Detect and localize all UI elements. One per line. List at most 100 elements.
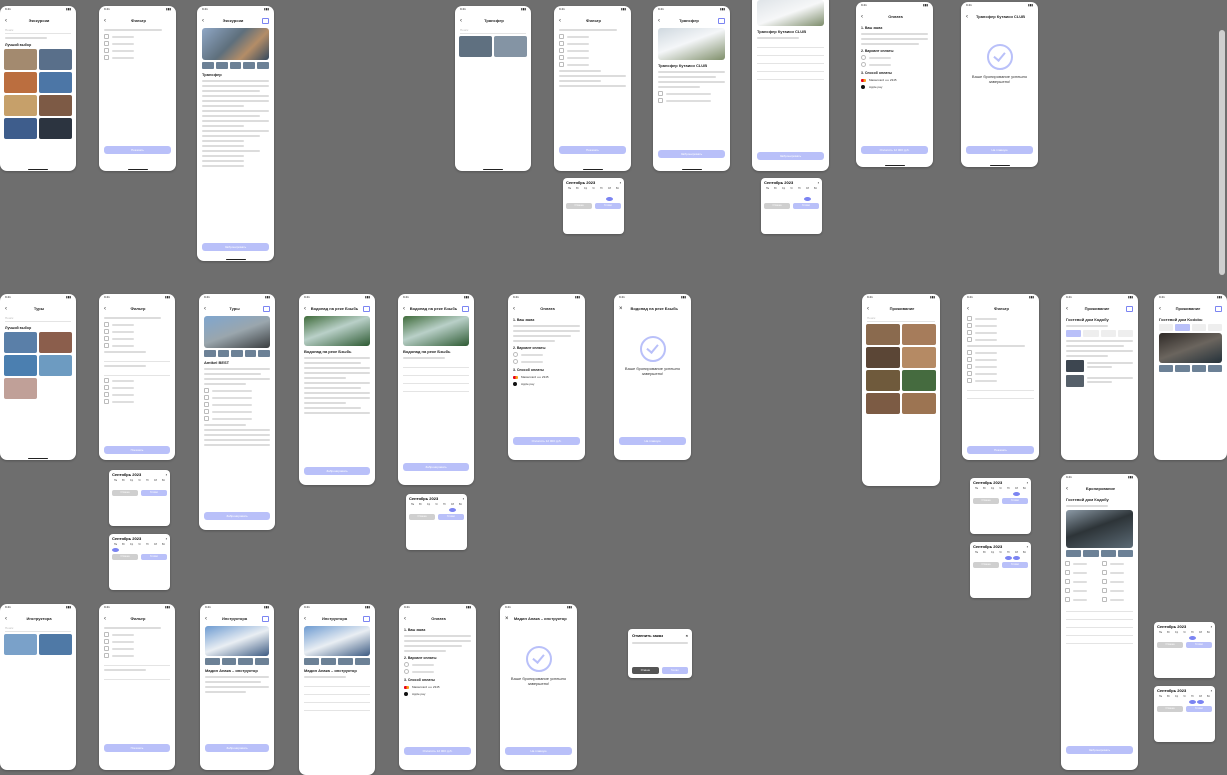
checkbox[interactable] (559, 62, 626, 67)
checkbox[interactable] (104, 639, 170, 644)
cancel-button[interactable]: Отмена (112, 554, 138, 560)
list-item[interactable] (39, 95, 72, 116)
done-button[interactable]: Готово (793, 203, 819, 209)
book-button[interactable]: Забронировать (202, 243, 269, 251)
cancel-button[interactable]: Отмена (973, 562, 999, 568)
date-field[interactable] (104, 660, 170, 666)
radio[interactable] (861, 55, 928, 60)
show-button[interactable]: Показать (967, 446, 1034, 454)
checkbox[interactable] (104, 632, 170, 637)
list-item[interactable] (459, 36, 492, 57)
home-button[interactable]: На главную (505, 747, 572, 755)
book-button[interactable]: Забронировать (205, 744, 269, 752)
home-button[interactable]: На главную (966, 146, 1033, 154)
share-icon[interactable] (261, 615, 269, 622)
checkbox[interactable] (1101, 570, 1135, 575)
list-item[interactable] (902, 370, 936, 391)
payment-apple[interactable]: Apple pay (513, 382, 580, 386)
checkbox[interactable] (967, 316, 1034, 321)
checkbox[interactable] (104, 399, 170, 404)
share-icon[interactable] (1125, 305, 1133, 312)
checkbox[interactable] (104, 653, 170, 658)
back-icon[interactable]: ‹ (404, 615, 406, 622)
checkbox[interactable] (104, 322, 170, 327)
list-item[interactable] (866, 393, 900, 414)
checkbox[interactable] (1065, 579, 1098, 584)
checkbox[interactable] (104, 55, 171, 60)
checkbox[interactable] (967, 350, 1034, 355)
search-input[interactable]: Поиск (5, 626, 71, 632)
share-icon[interactable] (1214, 305, 1222, 312)
checkbox[interactable] (1101, 597, 1135, 602)
pay-button[interactable]: Оплатить 12 000 руб. (404, 747, 471, 755)
back-icon[interactable]: ‹ (205, 615, 207, 622)
chevron-right-icon[interactable]: › (462, 496, 464, 501)
show-button[interactable]: Показать (104, 744, 170, 752)
checkbox[interactable] (967, 357, 1034, 362)
chevron-right-icon[interactable]: › (619, 180, 621, 185)
radio[interactable] (513, 352, 580, 357)
done-button[interactable]: Готово (1186, 706, 1212, 712)
list-item[interactable] (494, 36, 527, 57)
back-icon[interactable]: ‹ (1066, 485, 1068, 492)
back-icon[interactable]: ‹ (104, 305, 106, 312)
date-field[interactable] (1066, 606, 1133, 612)
show-button[interactable]: Показать (104, 446, 170, 454)
list-item[interactable] (4, 634, 37, 655)
checkbox[interactable] (104, 392, 170, 397)
date-field[interactable] (403, 362, 469, 368)
dialog-cancel-button[interactable]: Отмена (632, 667, 659, 674)
back-icon[interactable]: ‹ (559, 17, 561, 24)
cancel-button[interactable]: Отмена (1157, 706, 1183, 712)
share-icon[interactable] (718, 17, 725, 24)
search-input[interactable]: Поиск (867, 316, 935, 322)
date-field[interactable] (967, 385, 1034, 391)
dialog-confirm-button[interactable]: Готово (661, 667, 688, 674)
list-item[interactable] (4, 95, 37, 116)
checkbox[interactable] (104, 343, 170, 348)
checkbox[interactable] (1065, 597, 1098, 602)
list-item[interactable] (866, 370, 900, 391)
checkbox[interactable] (204, 409, 270, 414)
cancel-button[interactable]: Отмена (409, 514, 435, 520)
share-icon[interactable] (362, 615, 370, 622)
date-field[interactable] (757, 42, 824, 48)
back-icon[interactable]: ‹ (304, 305, 306, 312)
checkbox[interactable] (559, 48, 626, 53)
checkbox[interactable] (1101, 588, 1135, 593)
list-item[interactable] (39, 634, 72, 655)
book-button[interactable]: Забронировать (1066, 746, 1133, 754)
book-button[interactable]: Забронировать (757, 152, 824, 160)
time-field[interactable] (403, 370, 469, 376)
back-icon[interactable]: ‹ (204, 305, 206, 312)
place-field[interactable] (757, 58, 824, 64)
checkbox[interactable] (967, 323, 1034, 328)
list-item[interactable] (866, 324, 900, 345)
checkbox[interactable] (204, 388, 270, 393)
close-icon[interactable]: × (505, 615, 509, 622)
passengers-field[interactable] (757, 74, 824, 80)
checkbox[interactable] (559, 55, 626, 60)
list-item[interactable] (39, 332, 72, 353)
comment-field[interactable] (757, 66, 824, 72)
done-button[interactable]: Готово (141, 554, 167, 560)
list-item[interactable] (4, 332, 37, 353)
checkbox[interactable] (104, 48, 171, 53)
guests-field[interactable] (1066, 614, 1133, 620)
list-item[interactable] (902, 347, 936, 368)
back-icon[interactable]: ‹ (1066, 305, 1068, 312)
room-card[interactable] (1066, 360, 1133, 372)
checkbox[interactable] (104, 378, 170, 383)
back-icon[interactable]: ‹ (966, 13, 968, 20)
date-field[interactable] (304, 681, 370, 687)
chevron-right-icon[interactable]: › (1026, 544, 1028, 549)
back-icon[interactable]: ‹ (1159, 305, 1161, 312)
cancel-button[interactable]: Отмена (764, 203, 790, 209)
duration-field[interactable] (104, 674, 170, 680)
list-item[interactable] (4, 355, 37, 376)
nights-field[interactable] (1066, 622, 1133, 628)
back-icon[interactable]: ‹ (5, 615, 7, 622)
checkbox[interactable] (658, 91, 725, 96)
back-icon[interactable]: ‹ (202, 17, 204, 24)
close-icon[interactable]: × (685, 633, 688, 638)
